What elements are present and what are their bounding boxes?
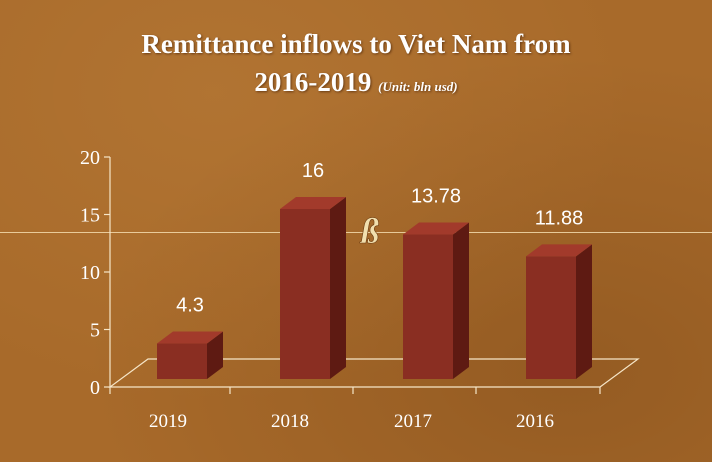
bar-side bbox=[453, 222, 469, 379]
chart-floor bbox=[108, 358, 640, 388]
bar-top bbox=[403, 222, 469, 235]
chart-bars bbox=[157, 197, 592, 379]
bar-top bbox=[280, 197, 346, 209]
bar-side bbox=[330, 197, 346, 379]
bar-value-label: 11.88 bbox=[535, 207, 584, 229]
x-category-label: 2016 bbox=[516, 411, 554, 432]
y-tick-label: 15 bbox=[80, 205, 100, 227]
decorative-horizontal-line bbox=[0, 232, 712, 233]
x-category-label: 2019 bbox=[149, 411, 187, 432]
y-tick-label: 10 bbox=[80, 262, 100, 284]
bar-value-label: 16 bbox=[302, 160, 324, 182]
y-tick-label: 5 bbox=[90, 320, 100, 342]
bar-front bbox=[280, 209, 330, 379]
bar-front bbox=[526, 256, 576, 379]
x-category-label: 2018 bbox=[271, 411, 309, 432]
bar-front bbox=[157, 343, 207, 379]
svg-text:ß: ß bbox=[359, 211, 379, 251]
bar-value-label: 13.78 bbox=[411, 186, 461, 208]
y-tick-label: 0 bbox=[90, 377, 100, 399]
unit-note: (Unit: bln usd) bbox=[378, 79, 458, 94]
bar-value-label: 4.3 bbox=[176, 295, 204, 317]
ornament-logo-icon: ß bbox=[359, 211, 380, 252]
bar-side bbox=[576, 244, 592, 379]
bar-front bbox=[403, 234, 453, 379]
y-tick-label: 20 bbox=[80, 147, 100, 169]
chart-axes: 0 5 10 15 20 bbox=[80, 147, 640, 399]
chart-title-line2: 2016-2019 (Unit: bln usd) bbox=[0, 64, 712, 105]
chart-labels: 4.3 2019 16 2018 13.78 2017 11.88 2016 bbox=[149, 160, 583, 432]
x-category-label: 2017 bbox=[394, 411, 432, 432]
chart-title-years: 2016-2019 bbox=[254, 67, 372, 97]
bar-top bbox=[526, 244, 592, 257]
chart-title-line1: Remittance inflows to Viet Nam from bbox=[141, 29, 571, 59]
bar-side bbox=[207, 331, 223, 379]
bar-top bbox=[157, 331, 223, 344]
